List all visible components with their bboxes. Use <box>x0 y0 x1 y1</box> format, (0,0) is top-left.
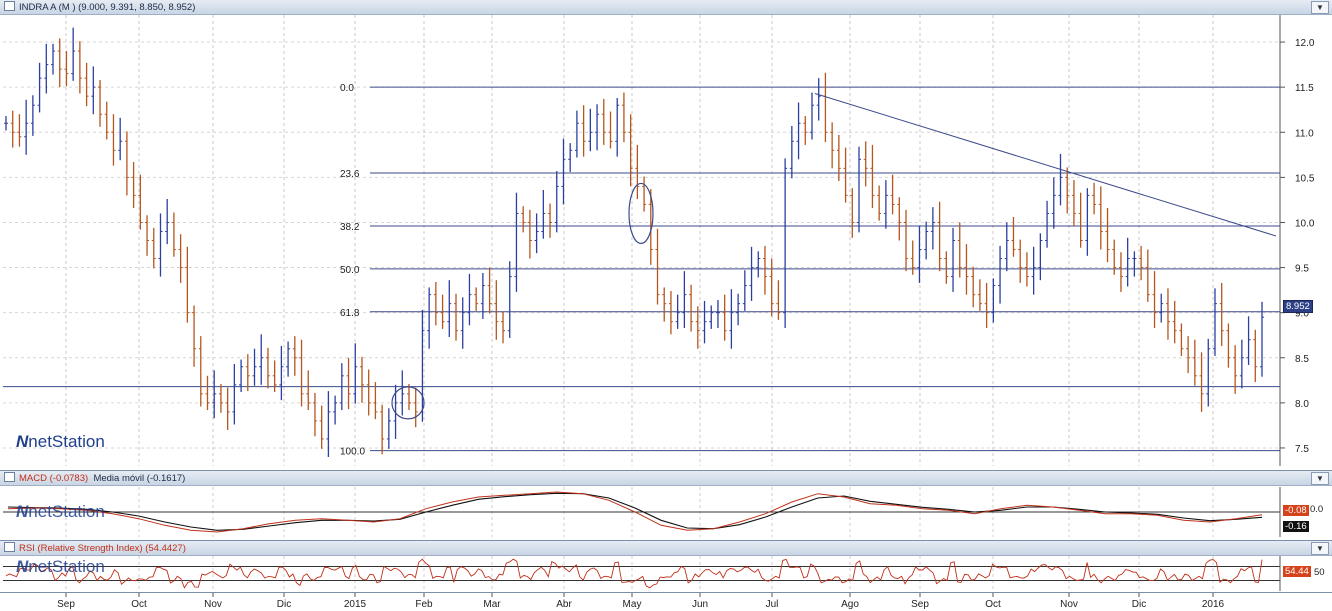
rsi-panel-titlebar: RSI (Relative Strength Index) (54.4427) … <box>0 541 1332 556</box>
macd-signal-tag: -0.16 <box>1283 521 1309 532</box>
price-panel-titlebar: INDRA A (M ) (9.000, 9.391, 8.850, 8.952… <box>0 0 1332 15</box>
x-tick-label: Ago <box>841 599 859 610</box>
x-tick-label: Sep <box>911 599 929 610</box>
x-tick-label: Feb <box>415 599 433 610</box>
x-tick-label: 2015 <box>344 599 367 610</box>
price-panel: INDRA A (M ) (9.000, 9.391, 8.850, 8.952… <box>0 0 1332 468</box>
rsi-level-label: 50 <box>1314 567 1325 578</box>
x-tick-label: Oct <box>131 599 147 610</box>
rsi-title: RSI (Relative Strength Index) (54.4427) <box>19 543 186 554</box>
fib-label: 100.0 <box>340 447 365 458</box>
macd-panel: MACD (-0.0783) Media móvil (-0.1617) ▼ N… <box>0 470 1332 539</box>
x-tick-label: Jul <box>766 599 779 610</box>
time-axis: Sep Oct Nov Dic 2015 Feb Mar Abr May Jun Jul Ago Sep… <box>0 592 1332 611</box>
y-tick-label: 8.5 <box>1295 354 1309 365</box>
y-tick-label: 9.5 <box>1295 264 1309 275</box>
macd-line <box>7 491 1263 533</box>
y-tick-label: 8.0 <box>1295 399 1309 410</box>
macd-zero-label: 0.0 <box>1310 504 1324 515</box>
window-icon <box>4 542 15 552</box>
y-tick-label: 9.0 <box>1295 309 1309 320</box>
x-tick-label: Nov <box>204 599 222 610</box>
rsi-tag: 54.44 <box>1283 566 1311 577</box>
macd-signal-title: Media móvil (-0.1617) <box>93 473 186 484</box>
macd-panel-titlebar: MACD (-0.0783) Media móvil (-0.1617) ▼ <box>0 471 1332 486</box>
rsi-menu-button[interactable]: ▼ <box>1311 542 1329 555</box>
x-tick-label: 2016 <box>1202 599 1225 610</box>
fib-label: 23.6 <box>340 169 360 180</box>
annotation-ellipse <box>628 182 654 245</box>
x-tick-label: May <box>623 599 642 610</box>
macd-tag: -0.08 <box>1283 505 1309 516</box>
brand-logo: NnetStation <box>16 432 105 451</box>
macd-brand-logo: NnetStation <box>16 502 105 521</box>
fib-label: 0.0 <box>340 83 354 94</box>
y-tick-label: 7.5 <box>1295 444 1309 455</box>
window-icon <box>4 472 15 482</box>
rsi-line <box>5 558 1263 589</box>
trend-line <box>814 92 1277 237</box>
panel-menu-button[interactable]: ▼ <box>1311 1 1329 14</box>
price-panel-title: INDRA A (M ) (9.000, 9.391, 8.850, 8.952… <box>19 2 196 13</box>
macd-chart[interactable] <box>0 471 1332 539</box>
rsi-chart[interactable] <box>0 541 1332 593</box>
fib-label: 38.2 <box>340 222 360 233</box>
rsi-panel: RSI (Relative Strength Index) (54.4427) … <box>0 540 1332 593</box>
x-tick-label: Oct <box>985 599 1001 610</box>
y-tick-label: 11.0 <box>1295 128 1314 139</box>
y-tick-label: 11.5 <box>1295 83 1314 94</box>
fib-label: 50.0 <box>340 265 360 276</box>
y-tick-label: 10.0 <box>1295 218 1315 229</box>
price-tag: 8.952 <box>1283 300 1313 313</box>
y-tick-label: 12.0 <box>1295 38 1315 49</box>
y-tick-label: 10.5 <box>1295 173 1315 184</box>
price-chart[interactable]: 12.0 11.5 11.0 10.5 10.0 9.5 9.0 8.5 8.0 7.5 0.0 23… <box>0 0 1332 468</box>
x-tick-label: Jun <box>692 599 708 610</box>
window-icon <box>4 1 15 11</box>
x-tick-label: Nov <box>1060 599 1078 610</box>
x-tick-label: Dic <box>277 599 291 610</box>
fib-label: 61.8 <box>340 308 360 319</box>
x-tick-label: Abr <box>556 599 572 610</box>
x-tick-label: Dic <box>1132 599 1146 610</box>
macd-menu-button[interactable]: ▼ <box>1311 472 1329 485</box>
annotation-circle <box>391 386 425 420</box>
time-axis-svg: Sep Oct Nov Dic 2015 Feb Mar Abr May Jun Jul Ago Sep… <box>57 593 1225 610</box>
x-tick-label: Sep <box>57 599 75 610</box>
rsi-brand-logo: NnetStation <box>16 557 105 576</box>
macd-title: MACD (-0.0783) <box>19 473 89 484</box>
x-tick-label: Mar <box>483 599 501 610</box>
